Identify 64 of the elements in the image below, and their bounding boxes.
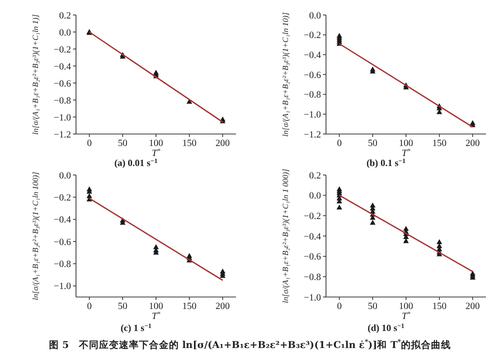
y-tick-label: −0.6	[304, 252, 322, 263]
x-tick-label: 50	[368, 302, 378, 312]
text: (a) 0.01 s$^{−1}$	[114, 158, 158, 169]
x-tick-label: 50	[368, 139, 378, 149]
text: (b) 0.1 s$^{−1}$	[366, 158, 406, 169]
y-tick-label: −0.2	[304, 212, 322, 222]
x-tick-label: 100	[148, 139, 164, 149]
x-axis-title: T$^{*}$	[402, 148, 411, 159]
y-axis-title: ln[σ/(A₁+B₁ε+B₂ε²+B₃ε³)(1+C₁ln 1 000)]	[281, 168, 290, 304]
y-tick-label: −1.0	[304, 110, 322, 120]
y-tick-label: 0.0	[59, 28, 72, 38]
y-tick-label: −1.0	[304, 293, 322, 304]
y-tick-label: −1.0	[54, 113, 72, 124]
point	[336, 204, 342, 210]
y-tick-label: −0.8	[54, 96, 72, 106]
x-tick-label: 100	[398, 139, 414, 149]
text: (d) 10 s$^{−1}$	[368, 322, 404, 334]
x-axis-title: T$^{*}$	[152, 148, 161, 159]
text: (c) 1 s$^{−1}$	[120, 322, 152, 334]
y-tick-label: −0.2	[54, 45, 72, 56]
point	[436, 239, 442, 244]
y-tick-label: 0.0	[309, 11, 322, 22]
y-tick-label: −0.8	[304, 272, 322, 283]
x-tick-label: 200	[466, 139, 480, 149]
y-tick-label: 0.2	[309, 171, 322, 182]
x-tick-label: 50	[118, 139, 128, 149]
y-tick-label: −0.6	[304, 70, 322, 81]
x-tick-label: 100	[148, 302, 164, 312]
x-tick-label: 200	[216, 139, 230, 149]
x-tick-label: 100	[398, 302, 414, 312]
y-tick-label: −0.8	[54, 260, 72, 270]
x-tick-label: 150	[432, 139, 447, 149]
y-tick-label: −0.8	[304, 90, 322, 101]
y-tick-label: −0.4	[304, 50, 322, 61]
x-tick-label: 150	[182, 302, 197, 312]
y-tick-label: −0.6	[54, 79, 72, 90]
x-tick-label: 0	[86, 139, 92, 149]
y-tick-label: −1.2	[54, 130, 72, 140]
y-tick-label: −0.2	[54, 193, 72, 204]
y-axis-title: ln[σ/(A₁+B₁ε+B₂ε²+B₃ε³)(1+C₁ln 10)]	[281, 12, 290, 137]
x-tick-label: 0	[336, 139, 342, 149]
x-tick-label: 0	[336, 302, 342, 312]
y-tick-label: −0.2	[304, 31, 322, 42]
y-tick-label: 0.2	[59, 11, 72, 22]
x-tick-label: 150	[432, 302, 447, 312]
y-axis-title: ln[σ/(A₁+B₁ε+B₂ε²+B₃ε³)(1+C₁ln 1)]	[31, 14, 40, 135]
caption: 图 5 不同应变速率下合金的 ln[σ/(A₁+B₁ε+B₂ε²+B₃ε³)(1+C₁ln ε̇$^{*}$)]和 T$^{*}$的拟合曲线	[48, 338, 452, 351]
y-tick-label: 0.0	[309, 192, 322, 202]
y-tick-label: −0.4	[304, 232, 322, 242]
y-tick-label: 0.0	[59, 171, 72, 182]
y-tick-label: −1.2	[304, 130, 322, 140]
x-tick-label: 150	[182, 139, 197, 149]
y-tick-label: −0.4	[54, 62, 72, 72]
y-tick-label: −1.0	[54, 282, 72, 292]
x-tick-label: 200	[466, 302, 480, 312]
y-tick-label: −0.4	[54, 216, 72, 226]
x-axis-title: T$^{*}$	[152, 310, 161, 322]
y-tick-label: −0.6	[54, 238, 72, 248]
y-axis-title: ln[σ/(A₁+B₁ε+B₂ε²+B₃ε³)(1+C₁ln 100)]	[31, 172, 40, 300]
x-axis-title: T$^{*}$	[402, 310, 411, 322]
point	[370, 220, 376, 225]
x-tick-label: 200	[216, 302, 230, 312]
x-tick-label: 0	[86, 302, 92, 312]
x-tick-label: 50	[118, 302, 128, 312]
